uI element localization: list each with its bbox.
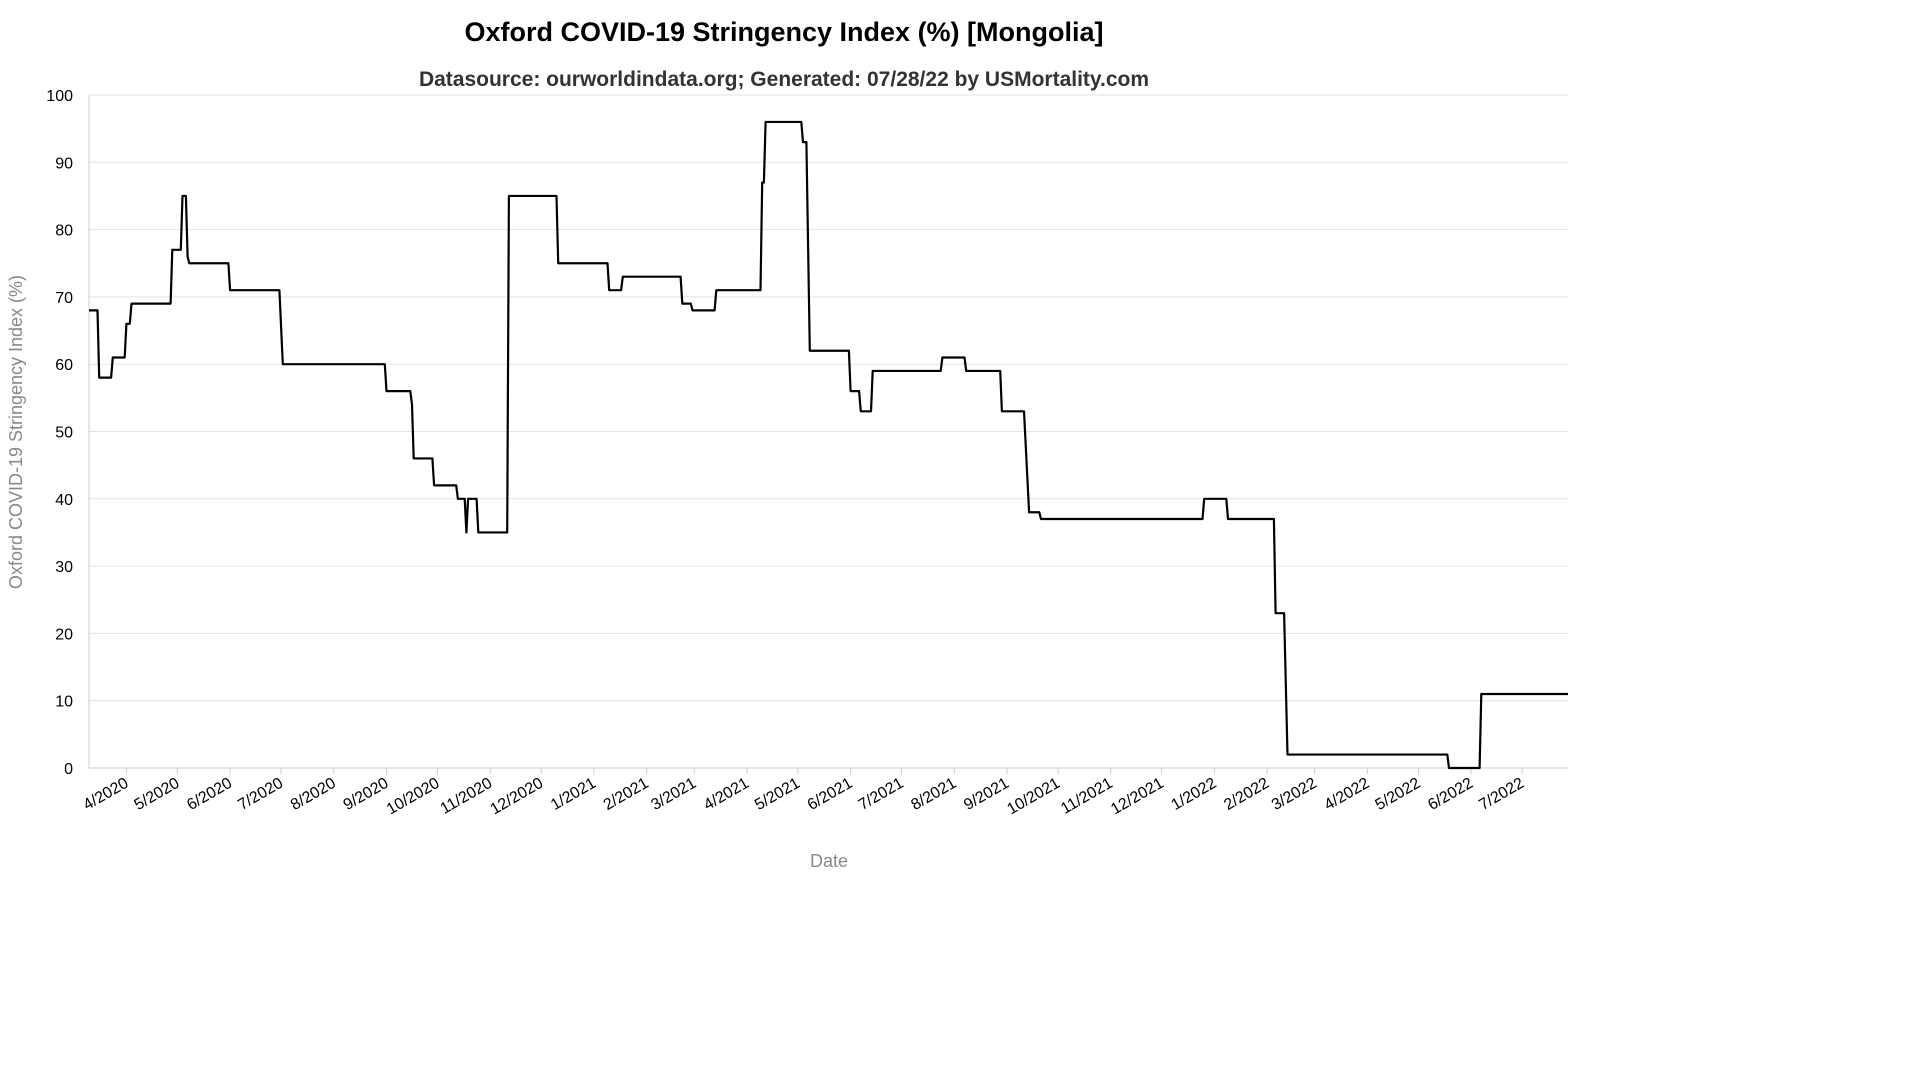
x-tick-label: 8/2020 (288, 775, 339, 814)
x-tick-label: 3/2021 (648, 775, 699, 814)
x-tick-label: 11/2021 (1058, 775, 1116, 818)
y-tick-label: 60 (55, 357, 73, 374)
y-tick-label: 40 (55, 492, 73, 509)
gridlines (89, 94, 1568, 769)
line-chart: Oxford COVID-19 Stringency Index (%) [Mo… (6, 17, 1568, 871)
x-tick-label: 9/2021 (961, 775, 1012, 814)
y-tick-label: 100 (46, 88, 73, 105)
y-tick-label: 70 (55, 290, 73, 307)
x-tick-label: 2/2022 (1221, 775, 1272, 814)
y-tick-label: 30 (55, 559, 73, 576)
x-tick-label: 12/2020 (488, 775, 547, 819)
x-tick-label: 3/2022 (1269, 775, 1320, 814)
x-tick-label: 6/2022 (1425, 775, 1476, 814)
x-tick-label: 11/2020 (438, 775, 496, 818)
series-line (89, 120, 1568, 770)
x-tick-label: 7/2020 (235, 775, 286, 814)
x-axis-label: Date (810, 851, 848, 871)
x-tick-label: 4/2022 (1322, 775, 1373, 814)
y-tick-labels: 0 10 20 30 40 50 60 70 80 90 100 (46, 88, 73, 778)
chart-subtitle: Datasource: ourworldindata.org; Generate… (419, 68, 1149, 91)
axes (88, 95, 1568, 774)
x-tick-label: 10/2021 (1004, 775, 1063, 819)
x-tick-label: 6/2020 (184, 775, 235, 814)
x-tick-label: 7/2021 (856, 775, 907, 814)
x-tick-label: 5/2021 (752, 775, 803, 814)
y-tick-label: 80 (55, 223, 73, 240)
x-tick-label: 2/2021 (601, 775, 652, 814)
x-tick-label: 1/2021 (548, 775, 599, 814)
y-tick-label: 10 (55, 694, 73, 711)
x-tick-label: 12/2021 (1108, 775, 1167, 819)
y-tick-label: 50 (55, 425, 73, 442)
series-layer (89, 120, 1568, 770)
y-axis-label: Oxford COVID-19 Stringency Index (%) (6, 275, 26, 589)
y-tick-label: 0 (64, 761, 73, 778)
y-tick-label: 90 (55, 155, 73, 172)
x-tick-label: 4/2021 (701, 775, 752, 814)
x-tick-labels: 4/2020 5/2020 6/2020 7/2020 8/2020 9/202010/2… (81, 775, 1528, 819)
chart-title: Oxford COVID-19 Stringency Index (%) [Mo… (464, 17, 1103, 47)
x-tick-label: 8/2021 (908, 775, 959, 814)
x-tick-label: 9/2020 (341, 775, 392, 814)
x-tick-label: 10/2020 (384, 775, 443, 819)
x-tick-label: 7/2022 (1476, 775, 1527, 814)
x-tick-label: 1/2022 (1169, 775, 1220, 814)
x-tick-label: 5/2020 (132, 775, 183, 814)
chart-container: Oxford COVID-19 Stringency Index (%) [Mo… (6, 17, 1568, 871)
y-tick-label: 20 (55, 626, 73, 643)
x-tick-label: 5/2022 (1373, 775, 1424, 814)
x-tick-label: 4/2020 (81, 775, 132, 814)
x-tick-label: 6/2021 (805, 775, 856, 814)
